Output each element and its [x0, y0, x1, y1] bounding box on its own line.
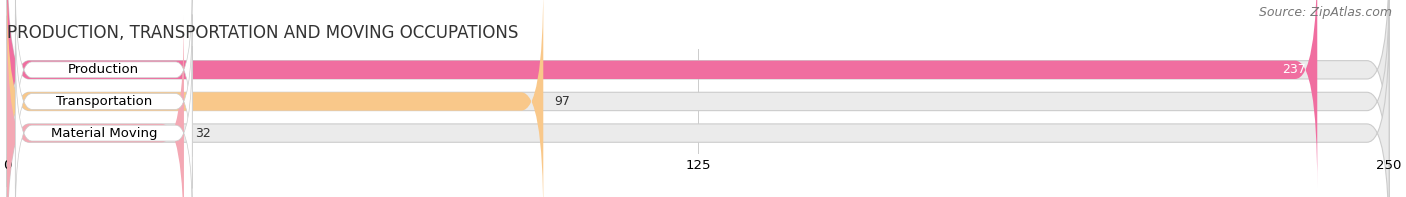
Text: Source: ZipAtlas.com: Source: ZipAtlas.com: [1258, 6, 1392, 19]
FancyBboxPatch shape: [7, 0, 1389, 197]
Text: 237: 237: [1282, 63, 1306, 76]
Text: 97: 97: [554, 95, 571, 108]
Text: Material Moving: Material Moving: [51, 127, 157, 140]
Text: Transportation: Transportation: [56, 95, 152, 108]
Text: Production: Production: [69, 63, 139, 76]
FancyBboxPatch shape: [15, 0, 193, 157]
Text: 32: 32: [195, 127, 211, 140]
FancyBboxPatch shape: [7, 16, 184, 197]
FancyBboxPatch shape: [7, 16, 1389, 197]
FancyBboxPatch shape: [15, 14, 193, 189]
FancyBboxPatch shape: [7, 0, 543, 197]
FancyBboxPatch shape: [7, 0, 1317, 187]
Text: PRODUCTION, TRANSPORTATION AND MOVING OCCUPATIONS: PRODUCTION, TRANSPORTATION AND MOVING OC…: [7, 24, 519, 42]
FancyBboxPatch shape: [15, 46, 193, 197]
FancyBboxPatch shape: [7, 0, 1389, 187]
